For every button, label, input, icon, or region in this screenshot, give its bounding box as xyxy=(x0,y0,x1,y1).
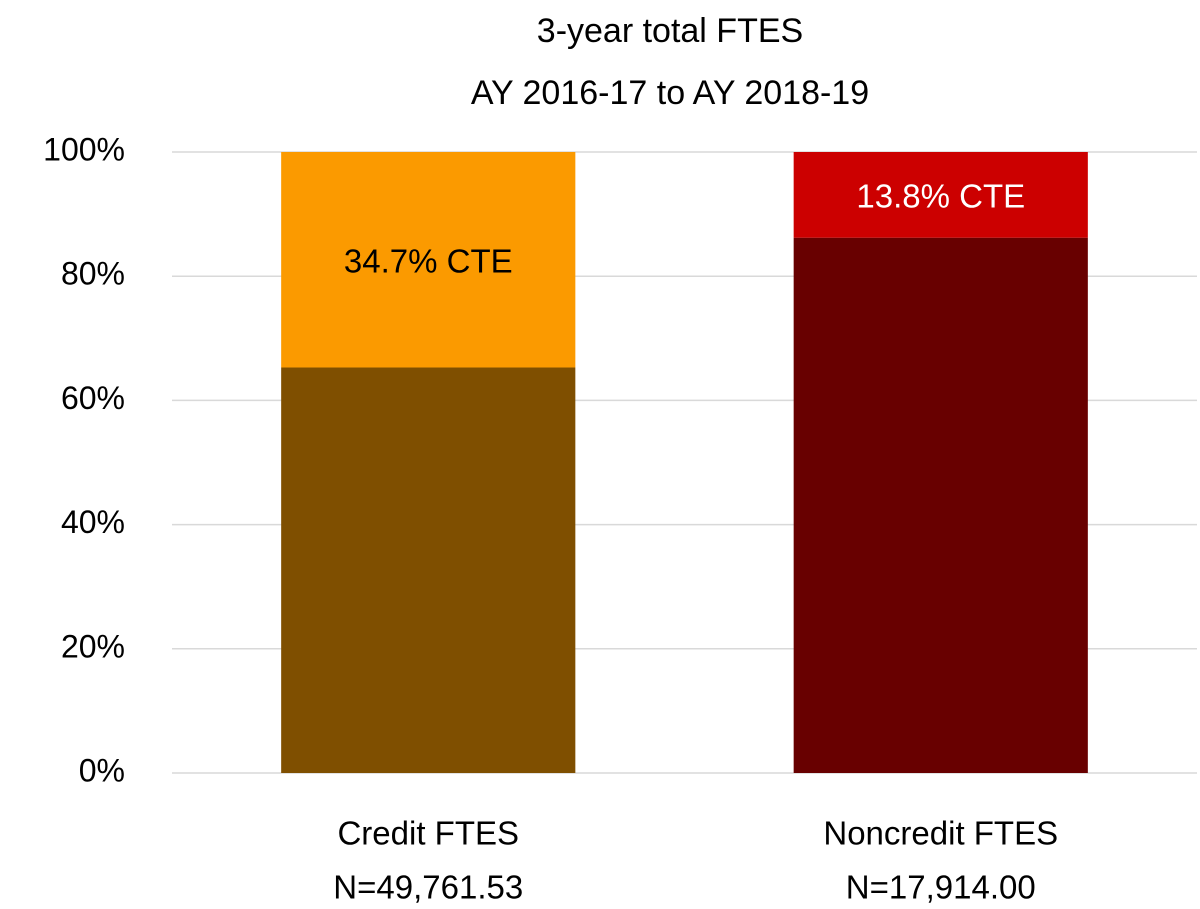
y-tick-label: 0% xyxy=(79,752,125,788)
chart-title: 3-year total FTES xyxy=(537,12,803,50)
data-label: 13.8% CTE xyxy=(856,178,1025,215)
bar-segment xyxy=(281,152,576,368)
bar-segment xyxy=(281,367,576,773)
y-tick-label: 80% xyxy=(61,256,125,292)
bar-segment xyxy=(793,237,1088,773)
x-tick-label: N=17,914.00 xyxy=(846,869,1036,906)
y-tick-label: 60% xyxy=(61,380,125,416)
x-tick-label: Credit FTES xyxy=(337,815,519,852)
bar-segment xyxy=(793,152,1088,238)
y-tick-label: 20% xyxy=(61,628,125,664)
y-tick-label: 40% xyxy=(61,504,125,540)
x-tick-label: Noncredit FTES xyxy=(823,815,1058,852)
chart-subtitle: AY 2016-17 to AY 2018-19 xyxy=(471,74,869,112)
data-label: 34.7% CTE xyxy=(344,242,513,279)
x-tick-label: N=49,761.53 xyxy=(333,869,523,906)
y-tick-label: 100% xyxy=(43,131,125,167)
